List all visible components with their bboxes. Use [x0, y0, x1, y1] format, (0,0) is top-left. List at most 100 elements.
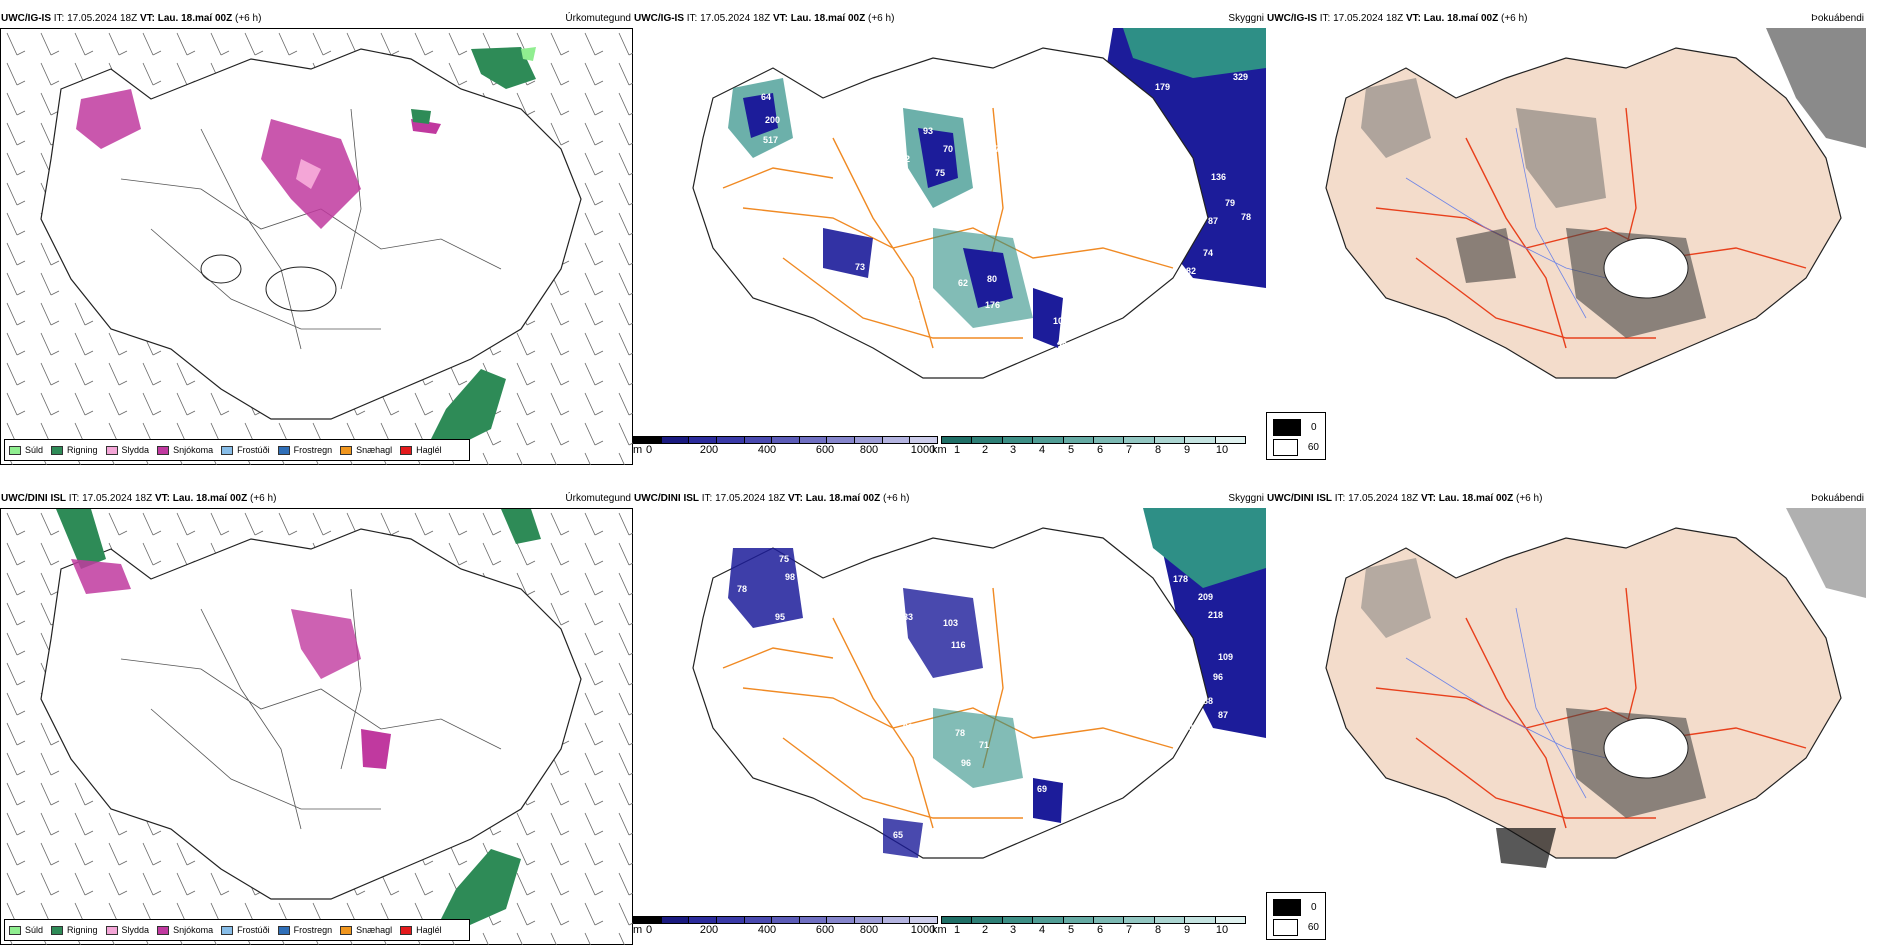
- legend-label: Snæhagl: [356, 925, 393, 935]
- legend-item: Frostregn: [277, 925, 332, 935]
- cloud-low-area: [883, 818, 923, 858]
- valid-time: VT: Lau. 18.maí 00Z: [772, 13, 866, 24]
- scale-tick: 600: [815, 924, 835, 936]
- drizzle-area: [521, 47, 536, 61]
- glacier-outline: [1603, 237, 1689, 299]
- cloud-low-area: [1033, 288, 1063, 348]
- precip-map[interactable]: Súld Rigning Slydda Snjókoma Frostúði Fr…: [0, 28, 633, 465]
- scale-tick: 1000: [910, 924, 936, 936]
- legend-label: Frostúði: [237, 925, 270, 935]
- height-scale-unit: m: [633, 444, 643, 456]
- cloud-map[interactable]: 173 178 209 218 109 96 88 87 100 75 98 7…: [633, 508, 1266, 909]
- model-name: UWC/DINI ISL: [634, 493, 699, 504]
- panel-header: UWC/IG-IS IT: 17.05.2024 18Z VT: Lau. 18…: [1266, 10, 1866, 28]
- legend-label: Slydda: [121, 925, 150, 935]
- cloud-map-canvas: 173 178 209 218 109 96 88 87 100 75 98 7…: [692, 508, 1266, 859]
- cloud-base-label: 329: [1233, 72, 1248, 82]
- scale-tick: 5: [1067, 924, 1075, 936]
- model-name: UWC/DINI ISL: [1267, 493, 1332, 504]
- fog-legend-swatch: [1273, 438, 1298, 456]
- rain-area: [56, 509, 106, 569]
- legend-item: Snjókoma: [157, 445, 213, 455]
- cloud-low-area: [823, 228, 873, 278]
- cloud-base-label: 95: [775, 612, 785, 622]
- visibility-scale: km 1 2 3 4 5 6 7 8 9 10: [932, 916, 1246, 938]
- fog-map[interactable]: [1266, 508, 1866, 909]
- scale-tick: 3: [1009, 924, 1017, 936]
- cloud-base-label: 106: [905, 298, 920, 308]
- init-time: IT: 17.05.2024 18Z: [1332, 493, 1421, 504]
- panel-title: Úrkomutegund: [565, 493, 631, 504]
- fog-area: [1496, 828, 1556, 868]
- cloud-base-label: 126: [827, 272, 842, 282]
- cloud-base-label: 79: [1225, 198, 1235, 208]
- legend-swatch: [221, 925, 234, 935]
- cloud-low-area: [918, 128, 958, 188]
- scale-tick: 3: [1009, 444, 1017, 456]
- cloud-base-label: 91: [903, 722, 913, 732]
- fog-map[interactable]: [1266, 28, 1866, 429]
- roads: [722, 107, 1174, 349]
- legend-swatch: [9, 445, 21, 455]
- legend-item: Rigning: [51, 925, 98, 935]
- cloud-base-label: 178: [1173, 574, 1188, 584]
- cloud-panel-bottom: UWC/DINI ISL IT: 17.05.2024 18Z VT: Lau.…: [633, 490, 1266, 945]
- cloud-base-label: 176: [985, 300, 1000, 310]
- legend-item: Snjókoma: [157, 925, 213, 935]
- scale-tick: 10: [1215, 924, 1229, 936]
- init-time: IT: 17.05.2024 18Z: [699, 493, 788, 504]
- cloud-base-label: 93: [923, 126, 933, 136]
- cloud-base-labels: 173 178 209 218 109 96 88 87 100 75 98 7…: [737, 538, 1233, 840]
- legend-item: Frostúði: [221, 445, 270, 455]
- snow-area: [71, 559, 131, 594]
- legend-label: Haglél: [416, 445, 442, 455]
- legend-swatch: [340, 925, 353, 935]
- cloud-base-label: 78: [737, 584, 747, 594]
- fog-legend-item: 60: [1273, 437, 1319, 457]
- scale-tick: 8: [1154, 444, 1162, 456]
- scale-tick: 800: [859, 924, 879, 936]
- legend-item: Slydda: [105, 925, 150, 935]
- legend-swatch: [105, 445, 118, 455]
- snow-area: [76, 89, 141, 149]
- legend-item: Frostregn: [277, 445, 333, 455]
- height-scale-unit: m: [633, 924, 643, 936]
- panel-header: UWC/DINI ISL IT: 17.05.2024 18Z VT: Lau.…: [633, 490, 1266, 508]
- fog-legend-label: 0: [1311, 421, 1317, 433]
- fog-panel-top: UWC/IG-IS IT: 17.05.2024 18Z VT: Lau. 18…: [1266, 10, 1900, 465]
- scale-tick: 0: [645, 924, 653, 936]
- iceland-outline: [1325, 47, 1842, 379]
- panel-header: UWC/DINI ISL IT: 17.05.2024 18Z VT: Lau.…: [1266, 490, 1866, 508]
- scale-tick: 7: [1125, 444, 1133, 456]
- panel-header: UWC/IG-IS IT: 17.05.2024 18Z VT: Lau. 18…: [633, 10, 1266, 28]
- legend-swatch: [340, 445, 353, 455]
- model-name: UWC/IG-IS: [1267, 13, 1317, 24]
- precip-map[interactable]: Súld Rigning Slydda Snjókoma Frostúði Fr…: [0, 508, 633, 945]
- legend-swatch: [51, 445, 64, 455]
- scale-tick: 2: [981, 444, 989, 456]
- visibility-scale-bar: [941, 436, 1246, 444]
- cloud-base-label: 75: [779, 554, 789, 564]
- legend-swatch: [157, 445, 170, 455]
- snow-area: [411, 119, 441, 134]
- fog-area: [1361, 78, 1431, 158]
- precip-map-canvas: [1, 509, 633, 945]
- forecast-step: (+6 h): [865, 13, 895, 24]
- glacier-outline: [265, 266, 337, 312]
- fog-area: [1456, 228, 1516, 283]
- legend-label: Snæhagl: [356, 445, 393, 455]
- fog-legend-item: 0: [1273, 897, 1319, 917]
- cloud-base-label: 209: [1198, 592, 1213, 602]
- cloud-base-label: 80: [987, 274, 997, 284]
- cloud-base-label: 98: [785, 572, 795, 582]
- legend-swatch: [400, 925, 413, 935]
- fog-legend-swatch: [1273, 918, 1298, 936]
- legend-label: Frostregn: [293, 445, 333, 455]
- cloud-base-label: 103: [943, 618, 958, 628]
- legend-label: Rigning: [67, 445, 98, 455]
- cloud-base-label: 73: [855, 262, 865, 272]
- cloud-map[interactable]: 329 179 136 79 87 78 74 82 64 200 517 93…: [633, 28, 1266, 429]
- cloud-low-area: [903, 588, 983, 678]
- model-name: UWC/IG-IS: [634, 13, 684, 24]
- scale-tick: 600: [815, 444, 835, 456]
